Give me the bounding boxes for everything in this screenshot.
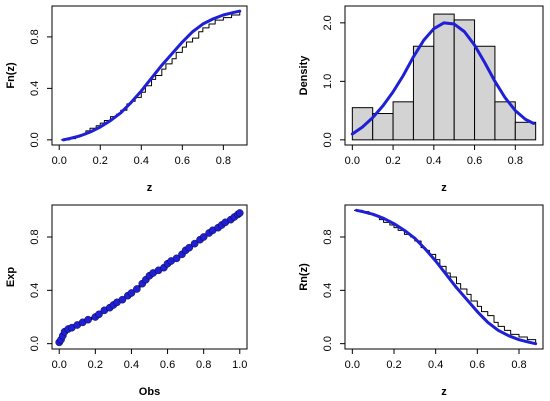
ecdf-x-tick-label: 0.4 (134, 155, 149, 167)
ecdf-x-tick-label: 0.6 (175, 155, 190, 167)
survival-x-tick-label: 0.0 (345, 359, 360, 371)
pp-plot-y-tick-label: 0.4 (29, 283, 41, 298)
ecdf-x-tick-label: 0.8 (216, 155, 231, 167)
survival-y-tick-label: 0.8 (322, 229, 334, 244)
pp-plot-x-axis-title: Obs (139, 386, 160, 398)
survival-x-tick-label: 0.6 (470, 359, 485, 371)
pp-plot-point (95, 310, 103, 319)
ecdf-x-axis-title: z (147, 182, 153, 194)
pp-plot-panel: 0.0 0.2 0.4 0.6 0.8 1.0 0.0 0.4 0.8 Obs Exp (5, 204, 248, 398)
survival-x-tick-label: 0.2 (386, 359, 401, 371)
ecdf-x-tick-label: 0.0 (52, 155, 67, 167)
survival-x-axis-title: z (441, 386, 447, 398)
density-x-tick-label: 0.0 (345, 155, 360, 167)
pp-plot-point (235, 209, 244, 217)
density-x-tick-label: 0.2 (385, 155, 400, 167)
density-panel: 0.0 0.2 0.4 0.6 0.8 0.0 1.0 2.0 z Density (298, 5, 544, 194)
density-histogram-bar (412, 45, 435, 141)
density-y-tick-label: 0.0 (322, 132, 334, 147)
density-histogram-bar (372, 113, 394, 141)
pp-plot-point (133, 285, 141, 293)
density-y-tick-label: 2.0 (322, 15, 334, 30)
pp-plot-x-tick-label: 1.0 (232, 359, 247, 371)
survival-x-tick-label: 0.8 (511, 359, 526, 371)
pp-plot-y-tick-label: 0.0 (29, 336, 41, 351)
density-histogram-bar (494, 101, 516, 141)
density-histogram-bar (433, 13, 455, 141)
ecdf-x-tick-label: 0.2 (93, 155, 108, 167)
density-histogram-bar (351, 107, 374, 141)
pp-plot-point (118, 295, 127, 304)
pp-plot-plot-frame (51, 204, 248, 350)
density-x-tick-label: 0.8 (508, 155, 523, 167)
pp-plot-x-tick-label: 0.8 (196, 359, 211, 371)
density-histogram-bar (392, 101, 414, 141)
pp-plot-point (199, 233, 208, 241)
pp-plot-point (84, 315, 92, 324)
pp-plot-x-tick-label: 0.4 (124, 359, 139, 371)
survival-x-tick-label: 0.4 (428, 359, 443, 371)
ecdf-y-tick-label: 0.0 (29, 132, 41, 147)
ecdf-panel: 0.0 0.2 0.4 0.6 0.8 0.0 0.4 0.8 z Fn(z) (5, 5, 248, 194)
density-plot-frame (344, 5, 544, 146)
density-x-tick-label: 0.6 (467, 155, 482, 167)
pp-plot-x-tick-label: 0.2 (88, 359, 103, 371)
density-y-axis-title: Density (298, 55, 310, 96)
density-histogram-bar (453, 19, 476, 141)
pp-plot-y-tick-label: 0.8 (29, 229, 41, 244)
survival-plot-frame (344, 204, 544, 350)
survival-fitted-curve (355, 208, 538, 346)
pp-plot-point (190, 239, 199, 248)
density-density-curve (350, 21, 536, 136)
ecdf-y-tick-label: 0.8 (29, 29, 41, 44)
survival-y-tick-label: 0.0 (322, 336, 334, 351)
ecdf-y-tick-label: 0.4 (29, 81, 41, 96)
ecdf-fitted-curve (61, 9, 242, 142)
ecdf-empirical-curve (60, 10, 241, 141)
pp-plot-point (127, 289, 136, 297)
ecdf-plot-frame (51, 5, 248, 146)
pp-plot-y-axis-title: Exp (5, 267, 17, 287)
pp-plot-x-tick-label: 0.0 (52, 359, 67, 371)
density-x-axis-title: z (441, 182, 447, 194)
survival-y-tick-label: 0.4 (322, 283, 334, 298)
density-x-tick-label: 0.4 (426, 155, 441, 167)
pp-plot-x-tick-label: 0.6 (160, 359, 175, 371)
ecdf-y-axis-title: Fn(z) (5, 62, 17, 89)
density-y-tick-label: 1.0 (322, 74, 334, 89)
pp-plot-point (172, 254, 181, 263)
survival-y-axis-title: Rn(z) (298, 263, 310, 291)
pp-plot-point (185, 243, 194, 252)
survival-empirical-curve (353, 209, 537, 345)
survival-panel: 0.0 0.2 0.4 0.6 0.8 0.0 0.4 0.8 z Rn(z) (298, 204, 544, 398)
density-histogram-bar (514, 121, 537, 141)
